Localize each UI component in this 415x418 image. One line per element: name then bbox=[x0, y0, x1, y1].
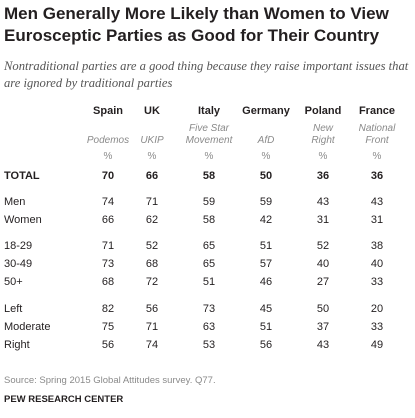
row-label: Left bbox=[4, 303, 23, 315]
chart-title: Men Generally More Likely than Women to … bbox=[4, 4, 389, 45]
table-cell-value: 56 bbox=[259, 339, 273, 351]
row-label: 18-29 bbox=[4, 240, 33, 252]
table-cell-value: 31 bbox=[370, 214, 384, 226]
table-cell-value: 59 bbox=[259, 196, 273, 208]
table-cell-value: 58 bbox=[202, 170, 216, 182]
table-cell-value: 73 bbox=[101, 258, 115, 270]
table-cell-value: 33 bbox=[370, 321, 384, 333]
table-cell-value: 43 bbox=[316, 196, 330, 208]
column-country-italy: Italy bbox=[197, 105, 221, 117]
row-label: Right bbox=[4, 339, 30, 351]
table-cell-value: 52 bbox=[145, 240, 159, 252]
table-cell-value: 71 bbox=[101, 240, 115, 252]
table-cell-value: 45 bbox=[259, 303, 273, 315]
table-cell-value: 27 bbox=[316, 276, 330, 288]
column-country-spain: Spain bbox=[93, 105, 123, 117]
row-label: TOTAL bbox=[4, 170, 40, 182]
table-cell-value: 38 bbox=[370, 240, 384, 252]
column-country-poland: Poland bbox=[304, 105, 342, 117]
column-unit-label: % bbox=[147, 151, 157, 162]
table-cell-value: 37 bbox=[316, 321, 330, 333]
table-cell-value: 51 bbox=[202, 276, 216, 288]
table-cell-value: 58 bbox=[202, 214, 216, 226]
table-cell-value: 65 bbox=[202, 240, 216, 252]
table-cell-value: 82 bbox=[101, 303, 115, 315]
table-cell-value: 36 bbox=[370, 170, 384, 182]
table-cell-value: 66 bbox=[101, 214, 115, 226]
table-cell-value: 51 bbox=[259, 321, 273, 333]
table-cell-value: 43 bbox=[370, 196, 384, 208]
table-cell-value: 71 bbox=[145, 321, 159, 333]
column-party-label: UKIP bbox=[140, 135, 164, 146]
table-cell-value: 51 bbox=[259, 240, 273, 252]
table-cell-value: 50 bbox=[316, 303, 330, 315]
table-cell-value: 66 bbox=[145, 170, 159, 182]
table-cell-value: 75 bbox=[101, 321, 115, 333]
table-cell-value: 40 bbox=[370, 258, 384, 270]
column-party-label: Five Star bbox=[188, 123, 230, 134]
table-cell-value: 42 bbox=[259, 214, 273, 226]
table-cell-value: 56 bbox=[145, 303, 159, 315]
credit-label: PEW RESEARCH CENTER bbox=[4, 394, 124, 405]
column-party-label: New bbox=[312, 123, 334, 134]
chart-subtitle: Nontraditional parties are a good thing … bbox=[4, 59, 409, 90]
column-party-label: Podemos bbox=[86, 135, 130, 146]
table-cell-value: 33 bbox=[370, 276, 384, 288]
table-cell-value: 71 bbox=[145, 196, 159, 208]
table-cell-value: 40 bbox=[316, 258, 330, 270]
column-country-germany: Germany bbox=[242, 105, 290, 117]
table-cell-value: 73 bbox=[202, 303, 216, 315]
table-cell-value: 56 bbox=[101, 339, 115, 351]
column-party-label: Front bbox=[365, 135, 389, 146]
column-unit-label: % bbox=[204, 151, 214, 162]
column-party-label: Right bbox=[311, 135, 335, 146]
table-cell-value: 53 bbox=[202, 339, 216, 351]
table-cell-value: 20 bbox=[370, 303, 384, 315]
table-cell-value: 43 bbox=[316, 339, 330, 351]
column-party-label: Movement bbox=[185, 135, 233, 146]
table-cell-value: 36 bbox=[316, 170, 330, 182]
column-party-label: AfD bbox=[257, 135, 275, 146]
column-country-uk: UK bbox=[144, 105, 160, 117]
table-cell-value: 57 bbox=[259, 258, 273, 270]
column-unit-label: % bbox=[261, 151, 271, 162]
table-cell-value: 65 bbox=[202, 258, 216, 270]
table-cell-value: 46 bbox=[259, 276, 273, 288]
table-cell-value: 50 bbox=[259, 170, 273, 182]
table-cell-value: 49 bbox=[370, 339, 384, 351]
table-cell-value: 31 bbox=[316, 214, 330, 226]
row-label: Women bbox=[4, 214, 42, 226]
column-party-label: National bbox=[358, 123, 396, 134]
row-label: Moderate bbox=[4, 321, 51, 333]
column-country-france: France bbox=[358, 105, 396, 117]
table-cell-value: 62 bbox=[145, 214, 159, 226]
row-label: 30-49 bbox=[4, 258, 33, 270]
table-cell-value: 52 bbox=[316, 240, 330, 252]
table-cell-value: 72 bbox=[145, 276, 159, 288]
row-label: 50+ bbox=[4, 276, 23, 288]
column-unit-label: % bbox=[372, 151, 382, 162]
source-note: Source: Spring 2015 Global Attitudes sur… bbox=[4, 375, 216, 386]
table-cell-value: 63 bbox=[202, 321, 216, 333]
table-cell-value: 68 bbox=[145, 258, 159, 270]
table-cell-value: 74 bbox=[101, 196, 115, 208]
table-cell-value: 70 bbox=[101, 170, 115, 182]
table-cell-value: 74 bbox=[145, 339, 159, 351]
row-label: Men bbox=[4, 196, 26, 208]
column-unit-label: % bbox=[318, 151, 328, 162]
table-cell-value: 68 bbox=[101, 276, 115, 288]
column-unit-label: % bbox=[103, 151, 113, 162]
table-cell-value: 59 bbox=[202, 196, 216, 208]
